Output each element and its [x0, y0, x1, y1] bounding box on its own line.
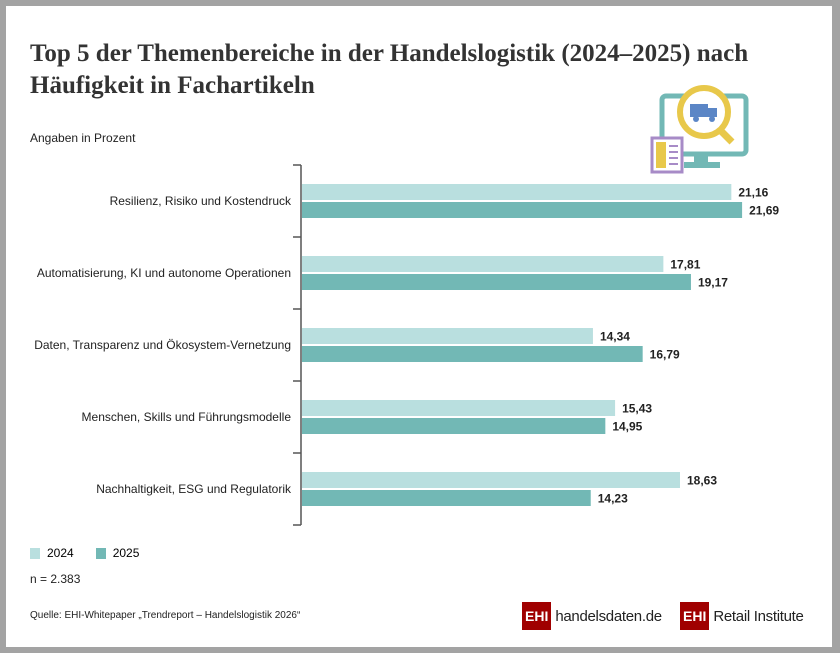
bar-chart: Resilienz, Risiko und Kostendruck 21,16 21… [34, 164, 779, 526]
bar-2025 [302, 418, 606, 434]
legend-swatch-2024 [30, 547, 40, 559]
data-label: 17,81 [670, 258, 700, 272]
bar-2025 [302, 202, 743, 218]
data-label: 21,69 [749, 204, 779, 218]
category-label: Automatisierung, KI und autonome Operati… [37, 266, 291, 280]
ehi-logo-mark: EHI [680, 602, 710, 630]
category-label: Nachhaltigkeit, ESG und Regulatorik [96, 482, 292, 496]
bar-2025 [302, 346, 643, 362]
handelsdaten-text: handelsdaten.de [555, 607, 662, 625]
data-label: 15,43 [622, 402, 652, 416]
handelsdaten-logo: EHI handelsdaten.de [522, 602, 662, 630]
data-label: 18,63 [687, 474, 717, 488]
ehi-logo-mark: EHI [522, 602, 552, 630]
data-label: 14,34 [600, 330, 630, 344]
chart-subtitle: Angaben in Prozent [30, 131, 136, 145]
bar-2024 [302, 472, 681, 488]
logistics-illustration [650, 85, 749, 174]
bar-2024 [302, 256, 664, 272]
legend-label-2024: 2024 [47, 546, 74, 560]
sample-size-note: n = 2.383 [30, 572, 81, 586]
category-label: Daten, Transparenz und Ökosystem-Vernetz… [34, 338, 291, 352]
bar-2024 [302, 328, 593, 344]
legend-label-2025: 2025 [112, 546, 140, 560]
data-label: 14,23 [598, 492, 628, 506]
category-label: Menschen, Skills und Führungsmodelle [82, 410, 292, 424]
source-note: Quelle: EHI-Whitepaper „Trendreport – Ha… [30, 610, 301, 621]
legend: 2024 2025 [30, 546, 139, 560]
retail-institute-text: Retail Institute [713, 607, 804, 625]
bar-2024 [302, 184, 732, 200]
category-label: Resilienz, Risiko und Kostendruck [110, 194, 292, 208]
bar-2025 [302, 490, 591, 506]
legend-swatch-2025 [95, 547, 106, 559]
chart-title: Top 5 der Themenbereiche in der Handelsl… [30, 40, 749, 99]
ehi-retail-institute-logo: EHI Retail Institute [680, 602, 804, 630]
bar-2024 [302, 400, 616, 416]
data-label: 21,16 [738, 186, 768, 200]
bar-2025 [302, 274, 691, 290]
data-label: 14,95 [612, 420, 642, 434]
chart-card: Top 5 der Themenbereiche in der Handelsl… [6, 6, 832, 647]
data-label: 19,17 [698, 276, 728, 290]
data-label: 16,79 [650, 348, 680, 362]
